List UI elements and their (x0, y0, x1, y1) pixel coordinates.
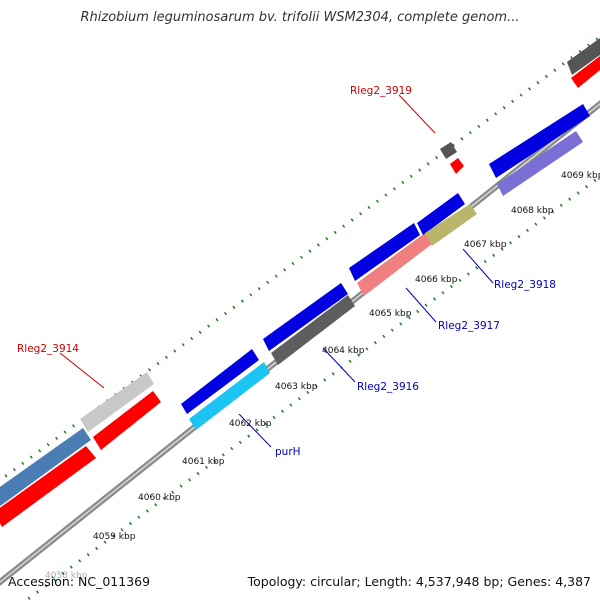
tick-label-4068: 4068 kbp (511, 206, 554, 216)
tick-label-4066: 4066 kbp (415, 275, 458, 285)
gene-label-Rleg2_3916[interactable]: Rleg2_3916 (357, 381, 419, 393)
feature-block-4069-purple[interactable] (497, 131, 583, 196)
gene-label-Rleg2_3918[interactable]: Rleg2_3918 (494, 279, 556, 291)
leader-Rleg2_3918 (462, 248, 494, 284)
feature-purH-cyan[interactable] (189, 362, 270, 430)
accession-text: Accession: NC_011369 (8, 574, 151, 589)
feature-Rleg2_3917-pink[interactable] (357, 233, 432, 296)
tick-label-4058: 4058 kbp (45, 571, 88, 581)
feature-Rleg2_3916-blue[interactable] (263, 283, 348, 351)
feature-block-4069-blue[interactable] (489, 104, 590, 178)
tick-label-4062: 4062 kbp (229, 419, 272, 429)
leader-Rleg2_3917 (405, 287, 437, 323)
tick-label-4063: 4063 kbp (275, 382, 318, 392)
feature-purH-blue[interactable] (181, 349, 259, 414)
gene-label-purH[interactable]: purH (275, 446, 301, 458)
feature-Rleg2_3914-lightgray[interactable] (80, 372, 154, 432)
leader-Rleg2_3916 (322, 347, 356, 383)
genome-summary-text: Topology: circular; Length: 4,537,948 bp… (247, 574, 591, 589)
leader-purH (238, 413, 272, 448)
genome-title: Rhizobium leguminosarum bv. trifolii WSM… (80, 10, 520, 25)
tick-label-4065: 4065 kbp (369, 309, 412, 319)
feature-Rleg2_3919-gray[interactable] (440, 142, 457, 159)
feature-Rleg2_3918-khaki[interactable] (425, 204, 477, 246)
leader-Rleg2_3919 (398, 94, 436, 134)
feature-outer-red-block-right[interactable] (571, 56, 600, 88)
tick-label-4064: 4064 kbp (322, 346, 365, 356)
feature-Rleg2_3917-blue[interactable] (349, 223, 420, 281)
gene-label-Rleg2_3914[interactable]: Rleg2_3914 (17, 343, 79, 355)
tick-label-4067: 4067 kbp (464, 240, 507, 250)
gene-label-Rleg2_3919[interactable]: Rleg2_3919 (350, 85, 412, 97)
tick-label-4069: 4069 kbp (561, 171, 600, 181)
feature-Rleg2_3919-red[interactable] (450, 158, 464, 174)
tick-label-4060: 4060 kbp (138, 493, 181, 503)
feature-Rleg2_3914-red[interactable] (93, 391, 161, 450)
feature-outer-gray-block-right[interactable] (567, 38, 600, 75)
feature-Rleg2_3916-darkgray[interactable] (271, 295, 355, 365)
tick-label-4059: 4059 kbp (93, 532, 136, 542)
feature-steelblue-block-left[interactable] (0, 428, 91, 509)
feature-red-block-left[interactable] (0, 446, 96, 527)
leader-Rleg2_3914 (59, 352, 105, 389)
feature-Rleg2_3918-blue[interactable] (417, 193, 465, 235)
tick-label-4061: 4061 kbp (182, 457, 225, 467)
gene-label-Rleg2_3917[interactable]: Rleg2_3917 (438, 320, 500, 332)
